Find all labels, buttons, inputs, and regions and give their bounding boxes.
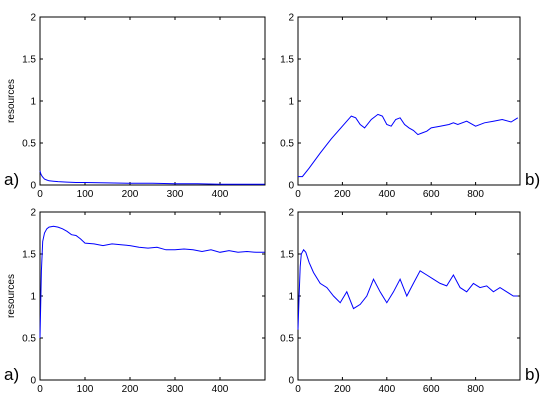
panel-2-xtick-label: 400	[378, 189, 395, 200]
panel-3-xtick-label: 400	[212, 384, 229, 395]
panel-1-axes-box	[39, 16, 266, 186]
panel-3-series-line	[39, 225, 265, 339]
panel-3-ytick-label: 1	[30, 292, 36, 303]
panel-1-xtick-label: 300	[167, 189, 184, 200]
panel-2-ytick-label: 1	[288, 97, 294, 108]
panel-3-xtick-label: 100	[77, 384, 94, 395]
panel-3-ylabel: resources	[6, 274, 17, 318]
panel-3-xtick-label: 300	[167, 384, 184, 395]
panel-1-xtick-label: 0	[37, 189, 43, 200]
panel-2-xtick-label: 600	[423, 189, 440, 200]
panel-3-label: a)	[4, 365, 19, 384]
panel-2-ytick-label: 1.5	[280, 55, 294, 66]
panel-4-ytick-label: 1	[288, 292, 294, 303]
panel-4-xtick-label: 400	[378, 384, 395, 395]
panel-3-ytick-label: 0	[30, 376, 36, 387]
panel-2-xtick-label: 0	[295, 189, 301, 200]
panel-1-ytick-label: 0	[30, 181, 36, 192]
panel-4-xtick-label: 800	[467, 384, 484, 395]
panel-1-ytick-label: 1.5	[22, 55, 36, 66]
panel-2-axes-box	[297, 16, 521, 186]
panel-1-label: a)	[4, 170, 19, 189]
panel-1-ytick-label: 0.5	[22, 139, 36, 150]
panel-4-label: b)	[525, 365, 540, 384]
panel-4-ytick-label: 0.5	[280, 334, 294, 345]
panel-3-xtick-label: 0	[37, 384, 43, 395]
panel-2-ytick-label: 0	[288, 181, 294, 192]
panel-1-xtick-label: 100	[77, 189, 94, 200]
panel-2-xtick-label: 800	[467, 189, 484, 200]
panel-1-ytick-label: 1	[30, 97, 36, 108]
panel-2-xtick-label: 200	[334, 189, 351, 200]
panel-4-ytick-label: 2	[288, 208, 294, 219]
panel-3-axes-box	[39, 211, 266, 381]
panel-1-ytick-label: 2	[30, 13, 36, 24]
panel-1-series-line	[39, 170, 265, 185]
panel-3-ytick-label: 0.5	[22, 334, 36, 345]
panel-4-xtick-label: 600	[423, 384, 440, 395]
panel-2-label: b)	[525, 170, 540, 189]
panel-3-ytick-label: 1.5	[22, 250, 36, 261]
panel-2-ytick-label: 2	[288, 13, 294, 24]
panel-4-xtick-label: 0	[295, 384, 301, 395]
panel-1-xtick-label: 200	[122, 189, 139, 200]
panel-1-ylabel: resources	[6, 79, 17, 123]
panel-1-xtick-label: 400	[212, 189, 229, 200]
panel-2-ytick-label: 0.5	[280, 139, 294, 150]
panel-4-series-line	[297, 248, 518, 330]
panel-3-xtick-label: 200	[122, 384, 139, 395]
panel-4-ytick-label: 1.5	[280, 250, 294, 261]
panel-4-ytick-label: 0	[288, 376, 294, 387]
panel-2-series-line	[298, 113, 519, 178]
panel-4-xtick-label: 200	[334, 384, 351, 395]
panel-3-ytick-label: 2	[30, 208, 36, 219]
panel-4-axes-box	[297, 211, 521, 381]
